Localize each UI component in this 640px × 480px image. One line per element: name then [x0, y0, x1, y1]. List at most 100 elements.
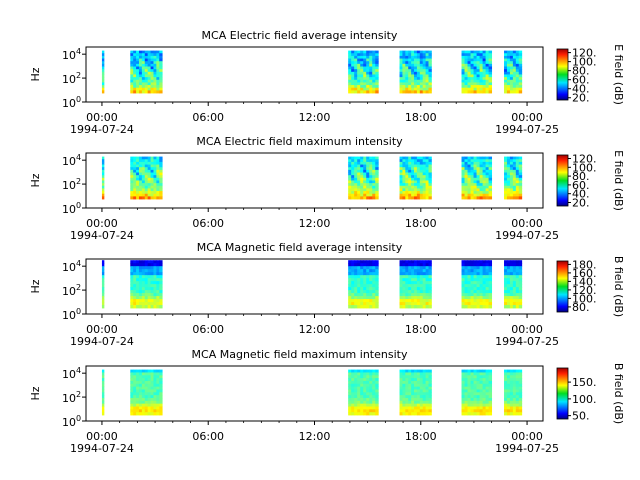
spectrogram-cell	[470, 380, 474, 385]
colorbar-tick-label: 120.	[572, 47, 597, 60]
spectrogram-cell	[467, 290, 471, 294]
spectrogram-cell	[416, 175, 421, 179]
spectrogram-cell	[515, 77, 520, 81]
spectrogram-cell	[518, 183, 523, 187]
spectrogram-cell	[476, 50, 480, 54]
spectrogram-cell	[476, 180, 480, 184]
spectrogram-cell	[354, 66, 358, 70]
spectrogram-cell	[144, 55, 149, 59]
spectrogram-cell	[402, 191, 406, 195]
spectrogram-cell	[515, 287, 520, 291]
spectrogram-cell	[464, 90, 468, 94]
spectrogram-cell	[144, 183, 149, 187]
spectrogram-cell	[470, 87, 474, 91]
spectrogram-cell	[416, 290, 421, 294]
spectrogram-cell	[488, 53, 493, 57]
spectrogram-cell	[479, 175, 483, 179]
spectrogram-cell	[351, 90, 355, 94]
spectrogram-cell	[399, 90, 403, 94]
spectrogram-cell	[470, 369, 474, 373]
spectrogram-cell	[136, 406, 140, 410]
spectrogram-cell	[504, 169, 508, 173]
spectrogram-cell	[512, 302, 517, 306]
spectrogram-cell	[515, 66, 520, 70]
spectrogram-cell	[101, 287, 105, 291]
spectrogram-cell	[467, 161, 471, 165]
spectrogram-cell	[101, 69, 105, 73]
spectrogram-cell	[141, 185, 146, 189]
spectrogram-cell	[473, 272, 477, 276]
spectrogram-cell	[144, 90, 149, 94]
spectrogram-cell	[153, 269, 157, 273]
spectrogram-cell	[372, 275, 376, 279]
spectrogram-cell	[141, 85, 146, 89]
spectrogram-cell	[348, 191, 352, 195]
spectrogram-cell	[473, 71, 477, 75]
spectrogram-cell	[515, 161, 520, 165]
spectrogram-cell	[467, 164, 471, 168]
spectrogram-cell	[159, 383, 163, 388]
spectrogram-cell	[130, 159, 134, 163]
spectrogram-cell	[515, 378, 520, 382]
spectrogram-cell	[159, 188, 163, 192]
spectrogram-cell	[366, 281, 370, 285]
colorbar-tick-label: 60.	[572, 179, 590, 192]
spectrogram-cell	[464, 278, 468, 282]
spectrogram-cell	[101, 191, 105, 195]
spectrogram-cell	[360, 63, 364, 67]
spectrogram-cell	[375, 383, 379, 388]
spectrogram-cell	[138, 260, 143, 264]
spectrogram-cell	[504, 369, 508, 373]
spectrogram-cell	[136, 196, 140, 200]
spectrogram-cell	[369, 175, 373, 179]
spectrogram-cell	[399, 403, 403, 407]
spectrogram-cell	[144, 372, 149, 376]
spectrogram-cell	[354, 375, 358, 379]
spectrogram-cell	[422, 177, 427, 181]
spectrogram-cell	[425, 53, 429, 57]
spectrogram-cell	[485, 375, 490, 379]
spectrogram-cell	[399, 263, 403, 267]
spectrogram-cell	[485, 53, 490, 57]
spectrogram-cell	[363, 409, 367, 413]
spectrogram-cell	[150, 299, 154, 303]
spectrogram-cell	[419, 290, 424, 294]
spectrogram-cell	[416, 50, 421, 54]
spectrogram-cell	[354, 278, 358, 282]
spectrogram-cell	[402, 172, 406, 176]
spectrogram-cell	[147, 403, 151, 407]
spectrogram-cell	[482, 167, 487, 171]
spectrogram-cell	[419, 159, 424, 163]
spectrogram-cell	[375, 77, 379, 81]
spectrogram-cell	[470, 272, 474, 276]
spectrogram-cell	[464, 185, 468, 189]
spectrogram-cell	[357, 58, 361, 62]
spectrogram-cell	[150, 191, 154, 195]
spectrogram-cell	[101, 55, 105, 59]
spectrogram-cell	[369, 159, 373, 163]
spectrogram-cell	[399, 177, 403, 181]
spectrogram-cell	[372, 302, 376, 306]
spectrogram-cell	[402, 380, 406, 385]
spectrogram-cell	[467, 69, 471, 73]
spectrogram-cell	[360, 177, 364, 181]
spectrogram-cell	[366, 275, 370, 279]
spectrogram-cell	[473, 266, 477, 270]
spectrogram-cell	[512, 397, 517, 402]
spectrogram-cell	[372, 305, 376, 309]
spectrogram-cell	[506, 375, 511, 379]
spectrogram-cell	[360, 284, 364, 288]
spectrogram-cell	[159, 302, 163, 306]
spectrogram-cell	[464, 164, 468, 168]
spectrogram-cell	[369, 172, 373, 176]
spectrogram-cell	[416, 409, 421, 413]
spectrogram-cell	[402, 403, 406, 407]
spectrogram-cell	[136, 85, 140, 89]
spectrogram-cell	[504, 400, 508, 405]
spectrogram-cell	[351, 380, 355, 385]
spectrogram-cell	[399, 296, 403, 300]
spectrogram-cell	[402, 196, 406, 200]
spectrogram-cell	[504, 397, 508, 402]
spectrogram-cell	[419, 400, 424, 405]
spectrogram-cell	[461, 299, 465, 303]
